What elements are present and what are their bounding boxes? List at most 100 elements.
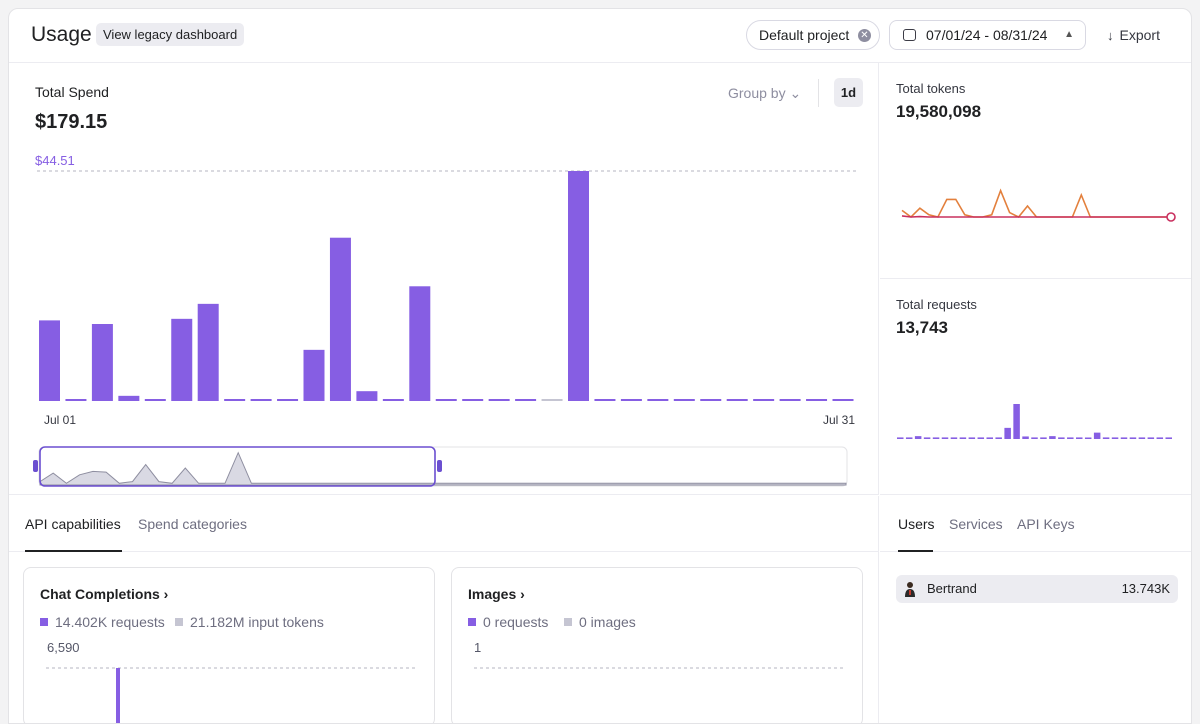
spend-bar[interactable] [462,399,484,401]
requests-bar[interactable] [1147,437,1155,439]
export-button[interactable]: ↓ Export [1107,20,1160,50]
requests-bar[interactable] [932,437,940,439]
group-by-label: Group by [728,85,786,101]
spend-bar[interactable] [65,399,87,401]
overview-area [39,451,847,486]
requests-bar[interactable] [1067,437,1074,439]
clear-icon[interactable]: ✕ [858,29,871,42]
active-tab-indicator [898,550,933,552]
chat-completions-link[interactable]: Chat Completions › [40,586,168,602]
requests-bar[interactable] [1156,437,1164,439]
requests-bar[interactable] [977,437,985,439]
spend-bar[interactable] [171,318,193,401]
tab-services[interactable]: Services [949,516,1003,532]
requests-bar[interactable] [1102,437,1110,439]
range-overview[interactable] [33,446,848,487]
date-range-picker[interactable]: 07/01/24 - 08/31/24 ▲ [889,20,1086,50]
tab-spend-categories[interactable]: Spend categories [138,516,247,532]
date-range-label: 07/01/24 - 08/31/24 [926,27,1048,43]
project-filter-label: Default project [759,27,850,43]
requests-bar[interactable] [1084,437,1092,440]
requests-bar[interactable] [1040,437,1047,439]
requests-bar[interactable] [941,437,949,439]
legend-images-label: 0 images [579,614,636,630]
spend-bar[interactable] [409,286,431,401]
capabilities-cards: Chat Completions › 14.402K requests 21.1… [9,552,879,723]
spend-bar[interactable] [620,399,642,401]
requests-bar[interactable] [986,437,994,439]
spend-bar[interactable] [197,303,219,401]
requests-bar[interactable] [1076,437,1083,439]
requests-bar[interactable] [1120,437,1128,439]
spend-bar[interactable] [568,171,589,401]
spend-bar[interactable] [224,399,246,401]
spend-bar[interactable] [435,399,457,401]
tab-api-keys[interactable]: API Keys [1017,516,1075,532]
spend-bar[interactable] [91,324,113,401]
spend-bar[interactable] [779,399,801,401]
requests-bar[interactable] [1111,437,1119,439]
legend-swatch [564,618,572,626]
requests-bar[interactable] [1031,437,1038,439]
spend-bar[interactable] [144,399,166,401]
spend-bar[interactable] [303,349,325,401]
requests-bar[interactable] [1138,437,1146,439]
spend-bar[interactable] [726,399,748,401]
requests-bar[interactable] [1058,437,1065,439]
tab-api-capabilities[interactable]: API capabilities [25,516,121,532]
spend-bar[interactable] [277,399,299,401]
requests-bar[interactable] [1049,436,1056,439]
chevron-right-icon: › [520,586,525,602]
requests-bar[interactable] [1013,404,1020,439]
user-row[interactable]: Bertrand 13.743K [896,575,1178,603]
spend-bar-chart: $44.51 Jul 01 Jul 31 [33,153,859,487]
requests-bar[interactable] [950,437,958,439]
interval-button[interactable]: 1d [834,78,863,107]
requests-bar[interactable] [914,436,922,439]
spend-bar[interactable] [647,399,669,401]
breakdown-tabs: Users Services API Keys [880,496,1191,552]
spend-bar[interactable] [594,399,616,401]
spend-bar[interactable] [118,395,140,401]
chat-completions-chart [46,667,416,723]
project-filter[interactable]: Default project ✕ [746,20,880,50]
requests-bar[interactable] [1093,432,1101,439]
tokens-line-chart [901,188,1176,222]
spend-bar[interactable] [488,399,510,401]
spend-bar[interactable] [832,399,854,401]
spend-bar[interactable] [382,399,404,401]
spend-bar[interactable] [515,399,537,401]
requests-bar[interactable] [923,437,931,439]
spend-bar[interactable] [700,399,722,401]
spend-bar[interactable] [673,399,695,401]
active-tab-indicator [25,550,122,552]
requests-bar[interactable] [1004,427,1011,439]
end-point-marker [1166,212,1176,222]
requests-bar[interactable] [968,437,976,439]
spend-bar[interactable] [541,399,563,401]
spend-bar[interactable] [250,399,272,401]
requests-bar[interactable] [1129,437,1137,439]
group-by-dropdown[interactable]: Group by ⌄ [728,85,801,102]
spend-bar[interactable] [806,399,828,401]
spend-bar[interactable] [356,391,378,401]
total-spend-label: Total Spend [35,84,109,100]
chevron-up-down-icon: ▲ [1064,29,1074,40]
total-tokens-value: 19,580,098 [896,102,982,121]
requests-bar[interactable] [995,437,1002,439]
requests-bar[interactable] [1022,436,1029,439]
tab-users[interactable]: Users [898,516,935,532]
images-title: Images [468,586,517,602]
requests-bar[interactable] [1165,437,1173,439]
spend-bar[interactable] [329,237,351,401]
user-request-count: 13.743K [1121,581,1170,596]
spend-bar[interactable] [753,399,775,401]
view-legacy-dashboard-button[interactable]: View legacy dashboard [96,23,245,46]
total-requests-card: Total requests 13,743 [880,279,1191,495]
requests-bar[interactable] [959,437,967,439]
spend-bar[interactable] [39,320,60,401]
tokens-series-line [901,188,1171,219]
requests-bar[interactable] [905,437,913,439]
images-link[interactable]: Images › [468,586,525,602]
requests-bar[interactable] [897,437,904,439]
